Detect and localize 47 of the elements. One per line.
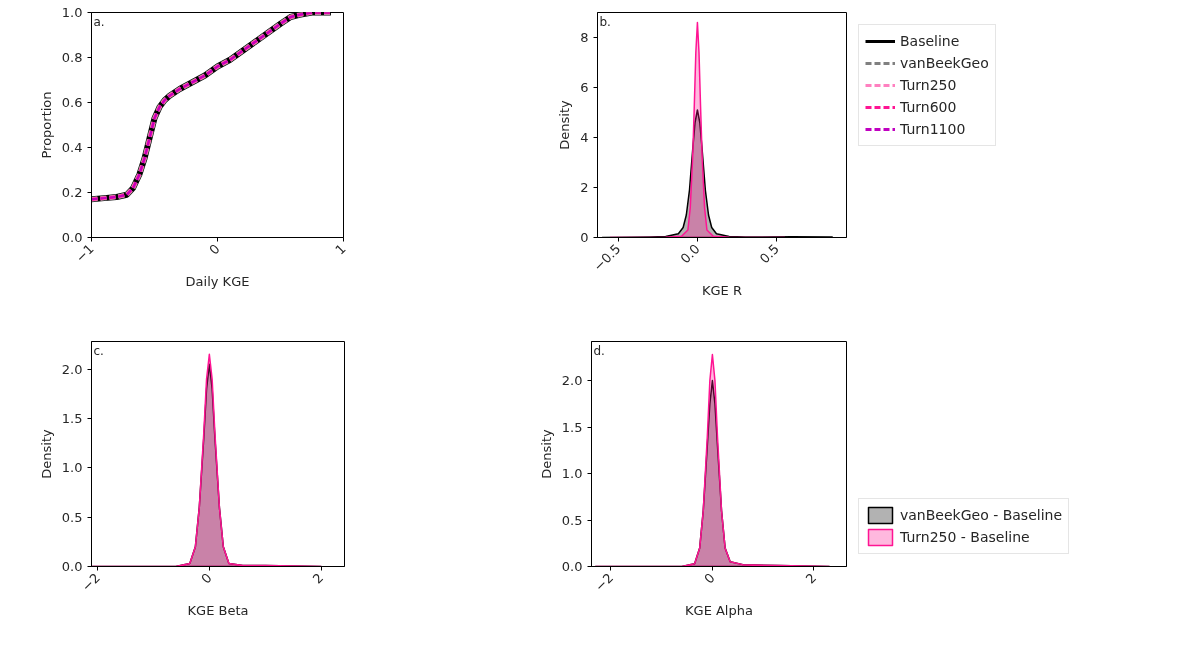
x-tick-label: 0.0 bbox=[677, 241, 703, 267]
y-tick-label: 0.4 bbox=[61, 140, 83, 155]
x-tick-label: 2 bbox=[802, 570, 820, 587]
x-tick-label: 0 bbox=[701, 570, 718, 587]
y-tick-label: 0.6 bbox=[61, 95, 83, 110]
legend-label: Turn1100 bbox=[900, 121, 966, 137]
x-tick-label: 0.5 bbox=[756, 241, 783, 267]
x-tick-label: 1 bbox=[332, 241, 349, 258]
y-tick-label: 0.5 bbox=[61, 509, 83, 525]
x-tick-label: 0 bbox=[198, 570, 215, 587]
legend-label: Turn600 bbox=[900, 99, 957, 115]
y-tick-label: 1.0 bbox=[561, 466, 583, 482]
y-tick-label: 6 bbox=[580, 80, 589, 95]
y-tick-label: 1.5 bbox=[561, 419, 583, 435]
y-tick-label: 0.2 bbox=[61, 185, 83, 200]
x-axis-title: KGE Alpha bbox=[685, 603, 753, 619]
y-tick-label: 1.0 bbox=[61, 5, 83, 20]
y-tick-label: 8 bbox=[580, 30, 589, 45]
legend-label: vanBeekGeo - Baseline bbox=[900, 507, 1063, 523]
annotation: d. bbox=[593, 343, 605, 358]
legend-label: Turn250 bbox=[900, 77, 957, 93]
y-tick-label: 1.0 bbox=[61, 460, 83, 476]
y-tick-label: 2.0 bbox=[561, 373, 583, 389]
y-tick-label: 0.0 bbox=[561, 559, 583, 574]
y-tick-label: 0 bbox=[580, 230, 589, 245]
y-tick-label: 2.0 bbox=[61, 361, 83, 377]
legend-label: Baseline bbox=[900, 33, 960, 49]
x-tick-label: −2 bbox=[591, 570, 617, 595]
y-tick-label: 2 bbox=[580, 180, 589, 195]
y-axis-title: Density bbox=[557, 99, 573, 150]
y-axis-title: Proportion bbox=[38, 91, 54, 159]
legend-label: vanBeekGeo bbox=[900, 55, 989, 71]
legend-label: Turn250 - Baseline bbox=[900, 529, 1030, 545]
x-axis-title: Daily KGE bbox=[185, 274, 250, 290]
y-tick-label: 1.5 bbox=[61, 410, 83, 426]
y-tick-label: 0.5 bbox=[561, 512, 583, 528]
y-tick-label: 4 bbox=[580, 130, 589, 145]
annotation: c. bbox=[93, 343, 104, 358]
y-tick-label: 0.8 bbox=[61, 50, 83, 65]
x-tick-label: 0 bbox=[206, 241, 223, 258]
x-axis-title: KGE R bbox=[702, 283, 742, 299]
x-tick-label: 2 bbox=[309, 570, 327, 587]
y-axis-title: Density bbox=[538, 428, 554, 479]
y-axis-title: Density bbox=[38, 428, 54, 479]
annotation: a. bbox=[93, 14, 105, 29]
x-axis-title: KGE Beta bbox=[187, 603, 249, 619]
annotation: b. bbox=[599, 14, 611, 29]
